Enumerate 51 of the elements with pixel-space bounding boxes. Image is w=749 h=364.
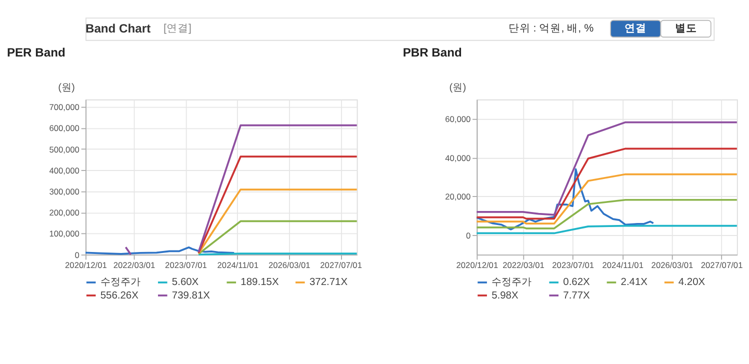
line-series (84, 246, 236, 255)
text: Band Chart (85, 21, 151, 36)
x-tick-label: 2026/03/01 (268, 260, 311, 270)
legend-label: 2.41X (620, 277, 648, 288)
y-tick-label: 400,000 (49, 165, 80, 176)
legend-label: 0.62X (563, 277, 590, 288)
text: [연결] (164, 22, 192, 35)
text: 단위 : 억원, 배, % (508, 22, 594, 35)
y-tick-label: 500,000 (49, 144, 80, 154)
x-tick-label: 2027/07/01 (700, 260, 744, 270)
line-series (476, 173, 738, 224)
text: 별도 (674, 22, 697, 35)
y-tick-label: 20,000 (445, 192, 472, 202)
x-tick-label: 2024/11/01 (602, 260, 644, 270)
x-tick-label: 2023/07/01 (165, 260, 208, 270)
y-tick-label: 40,000 (445, 152, 472, 163)
y-axis-title: (원) (449, 82, 466, 94)
x-tick-label: 2024/11/01 (217, 260, 259, 270)
legend-label: 5.60X (172, 277, 199, 288)
y-tick-label: 100,000 (49, 228, 80, 239)
line-series (476, 168, 654, 230)
y-axis-title: (원) (58, 82, 75, 94)
chart-title: PBR Band (402, 46, 462, 60)
line-series (476, 148, 738, 220)
text: 연결 (624, 22, 647, 35)
x-tick-label: 2020/12/01 (65, 260, 108, 270)
line-series (476, 198, 738, 230)
legend-label: 수정주가 (100, 277, 140, 288)
line-series (476, 121, 738, 216)
y-tick-label: 700,000 (49, 102, 80, 112)
x-tick-label: 2026/03/01 (651, 260, 694, 270)
y-tick-label: 0 (466, 230, 472, 240)
x-tick-label: 2020/12/01 (456, 260, 498, 270)
chart-title: PER Band (6, 46, 66, 60)
legend-label: 556.26X (100, 290, 139, 302)
legend-label: 372.71X (309, 277, 348, 288)
legend-label: 수정주가 (492, 277, 532, 288)
x-tick-label: 2027/07/01 (320, 260, 362, 270)
y-tick-label: 0 (74, 250, 80, 260)
y-tick-label: 60,000 (445, 114, 472, 124)
legend-label: 5.98X (492, 290, 518, 302)
y-tick-label: 200,000 (49, 208, 80, 218)
legend-label: 739.81X (172, 290, 210, 302)
x-tick-label: 2022/03/01 (113, 260, 156, 270)
legend-label: 4.20X (678, 277, 706, 288)
legend-label: 7.77X (563, 290, 590, 302)
y-tick-label: 300,000 (49, 186, 80, 196)
x-tick-label: 2023/07/01 (552, 260, 594, 270)
legend-label: 189.15X (240, 277, 279, 288)
y-tick-label: 600,000 (49, 123, 80, 134)
x-tick-label: 2022/03/01 (502, 260, 545, 270)
